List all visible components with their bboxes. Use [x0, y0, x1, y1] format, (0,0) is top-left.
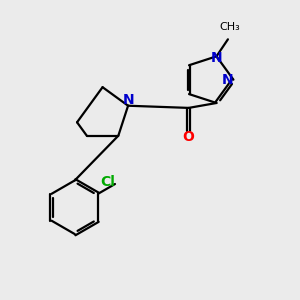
Text: Cl: Cl — [100, 176, 115, 189]
Text: N: N — [222, 73, 233, 87]
Text: O: O — [183, 130, 195, 144]
Text: CH₃: CH₃ — [219, 22, 240, 32]
Text: N: N — [122, 93, 134, 107]
Text: N: N — [211, 51, 222, 65]
